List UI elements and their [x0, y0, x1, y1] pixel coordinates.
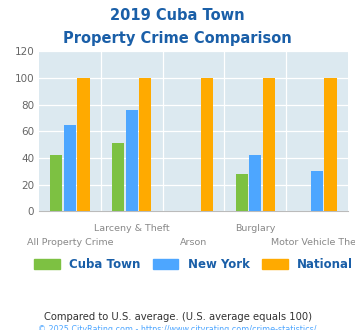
Text: Burglary: Burglary	[235, 224, 275, 233]
Bar	[311, 171, 323, 211]
Bar	[77, 78, 90, 211]
Bar	[139, 78, 152, 211]
Bar	[112, 143, 124, 211]
Text: Compared to U.S. average. (U.S. average equals 100): Compared to U.S. average. (U.S. average …	[44, 312, 311, 322]
Text: Larceny & Theft: Larceny & Theft	[94, 224, 170, 233]
Text: 2019 Cuba Town: 2019 Cuba Town	[110, 8, 245, 23]
Bar	[324, 78, 337, 211]
Text: Motor Vehicle Theft: Motor Vehicle Theft	[271, 238, 355, 248]
Legend: Cuba Town, New York, National: Cuba Town, New York, National	[29, 253, 355, 276]
Bar	[126, 110, 138, 211]
Bar	[263, 78, 275, 211]
Bar	[235, 174, 248, 211]
Text: Arson: Arson	[180, 238, 207, 248]
Bar	[50, 155, 62, 211]
Text: All Property Crime: All Property Crime	[27, 238, 113, 248]
Text: © 2025 CityRating.com - https://www.cityrating.com/crime-statistics/: © 2025 CityRating.com - https://www.city…	[38, 325, 317, 330]
Bar	[249, 155, 261, 211]
Bar	[201, 78, 213, 211]
Text: Property Crime Comparison: Property Crime Comparison	[63, 31, 292, 46]
Bar	[64, 124, 76, 211]
